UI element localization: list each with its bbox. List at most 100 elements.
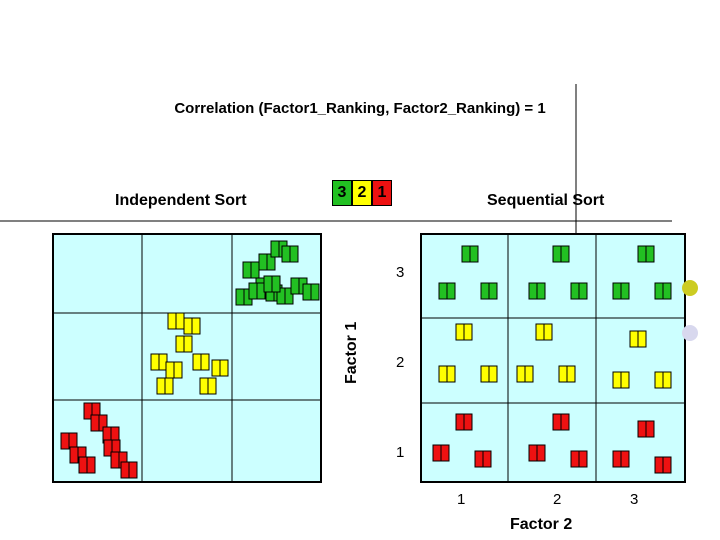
- stock-marker-green: [270, 240, 280, 258]
- stock-marker-red: [620, 450, 630, 468]
- stock-marker-yellow: [524, 365, 534, 383]
- stock-marker-red: [528, 444, 538, 462]
- stock-marker-red: [482, 450, 492, 468]
- stock-marker-green: [645, 245, 655, 263]
- stock-marker-yellow: [629, 330, 639, 348]
- legend-item-2: 2: [352, 180, 372, 206]
- stock-marker-yellow: [662, 371, 672, 389]
- color-legend: 3 2 1: [332, 180, 392, 206]
- stock-marker-green: [284, 287, 294, 305]
- stock-marker-yellow: [183, 335, 193, 353]
- stock-marker-yellow: [200, 353, 210, 371]
- y-tick-2: 2: [396, 354, 405, 371]
- stock-marker-green: [281, 245, 291, 263]
- stock-marker-red: [110, 451, 120, 469]
- stock-marker-yellow: [150, 353, 160, 371]
- stock-marker-yellow: [488, 365, 498, 383]
- stock-marker-green: [560, 245, 570, 263]
- stock-marker-yellow: [211, 359, 221, 377]
- stock-marker-red: [432, 444, 442, 462]
- stock-marker-red: [570, 450, 580, 468]
- stock-marker-green: [637, 245, 647, 263]
- stock-marker-yellow: [463, 323, 473, 341]
- stock-marker-yellow: [543, 323, 553, 341]
- stock-marker-red: [120, 461, 130, 479]
- stock-marker-red: [128, 461, 138, 479]
- stock-marker-red: [552, 413, 562, 431]
- independent-sort-grid: [52, 233, 322, 483]
- stock-marker-yellow: [566, 365, 576, 383]
- x-tick-3: 3: [630, 491, 639, 508]
- stock-marker-yellow: [612, 371, 622, 389]
- stock-marker-yellow: [156, 377, 166, 395]
- stock-marker-green: [242, 261, 252, 279]
- stock-marker-green: [578, 282, 588, 300]
- stock-marker-red: [637, 420, 647, 438]
- stock-marker-red: [474, 450, 484, 468]
- stock-marker-yellow: [164, 377, 174, 395]
- sequential-sort-grid: [420, 233, 686, 483]
- stock-marker-green: [289, 245, 299, 263]
- stock-marker-green: [263, 275, 273, 293]
- stock-marker-yellow: [167, 312, 177, 330]
- legend-item-3: 3: [332, 180, 352, 206]
- stock-marker-yellow: [654, 371, 664, 389]
- stock-marker-green: [620, 282, 630, 300]
- stock-marker-green: [235, 288, 245, 306]
- stock-marker-red: [536, 444, 546, 462]
- stock-marker-red: [60, 432, 70, 450]
- stock-marker-red: [69, 446, 79, 464]
- stock-marker-red: [645, 420, 655, 438]
- stock-marker-red: [440, 444, 450, 462]
- stock-marker-green: [271, 275, 281, 293]
- stock-marker-green: [258, 253, 268, 271]
- stock-marker-yellow: [175, 335, 185, 353]
- stock-marker-yellow: [219, 359, 229, 377]
- stock-marker-red: [463, 413, 473, 431]
- stock-marker-green: [654, 282, 664, 300]
- stock-marker-yellow: [446, 365, 456, 383]
- stock-marker-green: [488, 282, 498, 300]
- stock-marker-green: [536, 282, 546, 300]
- stock-marker-green: [461, 245, 471, 263]
- stock-marker-green: [480, 282, 490, 300]
- stock-marker-red: [560, 413, 570, 431]
- legend-item-1: 1: [372, 180, 392, 206]
- stock-marker-green: [290, 277, 300, 295]
- stock-marker-yellow: [192, 353, 202, 371]
- stock-marker-green: [469, 245, 479, 263]
- stock-marker-yellow: [637, 330, 647, 348]
- stock-marker-red: [662, 456, 672, 474]
- stock-marker-green: [662, 282, 672, 300]
- stock-marker-yellow: [175, 312, 185, 330]
- stock-marker-green: [438, 282, 448, 300]
- stock-marker-green: [612, 282, 622, 300]
- stock-marker-yellow: [558, 365, 568, 383]
- stock-marker-yellow: [438, 365, 448, 383]
- stock-marker-yellow: [535, 323, 545, 341]
- stock-marker-yellow: [183, 317, 193, 335]
- stock-marker-yellow: [207, 377, 217, 395]
- stock-marker-yellow: [191, 317, 201, 335]
- x-tick-1: 1: [457, 491, 466, 508]
- page-title: Correlation (Factor1_Ranking, Factor2_Ra…: [174, 100, 546, 117]
- stock-marker-red: [578, 450, 588, 468]
- stock-marker-yellow: [480, 365, 490, 383]
- stock-marker-green: [302, 283, 312, 301]
- stock-marker-yellow: [620, 371, 630, 389]
- stock-marker-red: [86, 456, 96, 474]
- stock-marker-yellow: [455, 323, 465, 341]
- stock-marker-yellow: [165, 361, 175, 379]
- stock-marker-green: [570, 282, 580, 300]
- stock-marker-red: [78, 456, 88, 474]
- stock-marker-green: [528, 282, 538, 300]
- stock-marker-green: [248, 282, 258, 300]
- stock-marker-green: [446, 282, 456, 300]
- stock-marker-red: [612, 450, 622, 468]
- stock-marker-red: [654, 456, 664, 474]
- y-tick-3: 3: [396, 264, 405, 281]
- bullet-dot-lavender: [682, 325, 698, 341]
- independent-sort-label: Independent Sort: [115, 192, 247, 209]
- stock-marker-red: [90, 414, 100, 432]
- x-axis-title: Factor 2: [510, 516, 573, 533]
